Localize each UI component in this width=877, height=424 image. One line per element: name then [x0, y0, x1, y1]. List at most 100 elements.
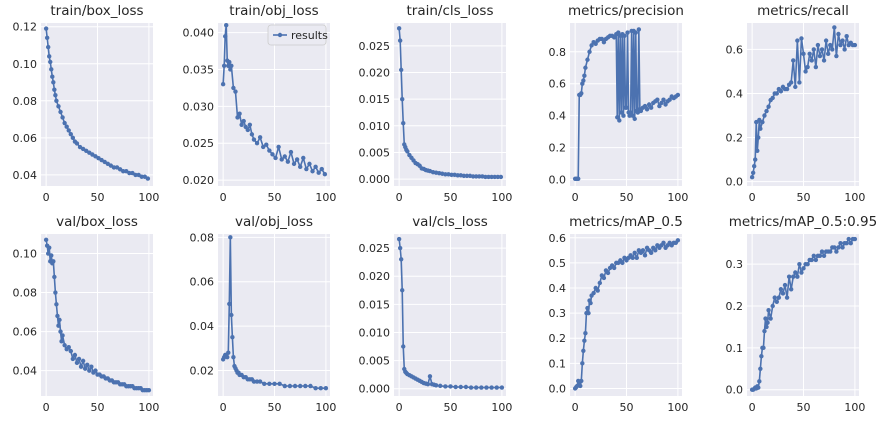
data-point	[640, 248, 646, 253]
y-tick-label: 0.005	[359, 355, 391, 368]
data-point	[646, 102, 652, 107]
y-tick-label: 0.08	[13, 287, 38, 300]
data-point	[757, 379, 762, 384]
data-point	[455, 173, 460, 178]
data-point	[751, 163, 757, 169]
data-point	[72, 352, 78, 358]
y-tick-label: 0.0	[549, 174, 567, 187]
data-point	[66, 345, 71, 350]
y-tick-label: 0.6	[726, 43, 744, 56]
y-tick-label: 0.10	[13, 248, 38, 261]
data-point	[44, 35, 50, 41]
data-point	[318, 386, 323, 391]
data-point	[786, 274, 792, 279]
data-point	[121, 168, 126, 174]
data-point	[76, 356, 82, 362]
data-point	[443, 384, 448, 389]
data-point	[587, 49, 592, 54]
data-point	[62, 120, 67, 126]
data-point	[633, 30, 638, 35]
data-point	[239, 122, 244, 127]
x-tick-label: 100	[138, 401, 159, 414]
x-tick-label: 0	[572, 191, 579, 204]
x-tick-label: 0	[572, 401, 579, 414]
data-point	[801, 266, 806, 271]
data-point	[220, 82, 226, 87]
data-point	[834, 53, 839, 59]
y-tick-label: 0.0	[726, 384, 744, 397]
data-point	[276, 144, 281, 150]
y-tick-label: 0.000	[359, 173, 391, 186]
data-point	[758, 366, 763, 371]
data-point	[277, 381, 282, 386]
x-tick-label: 50	[797, 401, 811, 414]
data-point	[770, 303, 775, 309]
data-point	[750, 170, 756, 175]
data-point	[235, 115, 240, 120]
data-point	[642, 253, 648, 258]
y-tick-label: 0.0	[726, 176, 744, 189]
data-point	[316, 170, 321, 175]
data-point	[270, 152, 275, 157]
data-point	[298, 164, 303, 170]
data-point	[279, 157, 284, 162]
data-point	[226, 350, 231, 355]
y-tick-label: 0.04	[13, 365, 38, 378]
x-tick-label: 50	[620, 401, 634, 414]
y-tick-label: 0.12	[13, 21, 38, 34]
data-point	[765, 320, 770, 325]
data-point	[52, 87, 57, 92]
data-point	[585, 305, 590, 311]
data-point	[844, 241, 849, 246]
x-tick-label: 50	[268, 191, 282, 204]
data-point	[659, 100, 664, 106]
data-point	[784, 86, 790, 92]
data-point	[821, 58, 827, 63]
data-point	[591, 290, 596, 296]
data-point	[301, 155, 306, 161]
data-point	[226, 63, 231, 68]
data-point	[838, 241, 843, 246]
data-point	[579, 378, 584, 384]
x-tick-label: 0	[396, 191, 403, 204]
data-point	[484, 385, 489, 390]
data-point	[127, 170, 132, 176]
data-point	[581, 78, 586, 83]
data-point	[463, 384, 469, 390]
y-tick-label: 0.3	[726, 258, 744, 271]
data-point	[425, 381, 431, 387]
data-point	[807, 51, 812, 57]
data-point	[59, 339, 64, 344]
data-point	[657, 103, 662, 109]
data-point	[774, 299, 779, 305]
data-point	[761, 345, 766, 351]
data-point	[319, 166, 324, 172]
data-point	[396, 26, 402, 31]
y-tick-label: 0.04	[190, 320, 215, 333]
data-point	[597, 280, 602, 286]
chart-title: val/obj_loss	[235, 214, 313, 230]
y-tick-label: 0.025	[359, 242, 391, 255]
data-point	[74, 141, 80, 146]
data-point	[797, 80, 802, 85]
y-tick-label: 0.020	[183, 174, 215, 187]
data-point	[470, 174, 476, 179]
data-point	[675, 238, 681, 243]
data-point	[644, 107, 650, 112]
y-tick-label: 0.015	[359, 93, 391, 106]
x-tick-label: 50	[444, 401, 458, 414]
data-point	[74, 360, 80, 366]
data-point	[579, 91, 584, 96]
data-point	[405, 149, 410, 154]
data-point	[68, 131, 74, 137]
data-point	[298, 383, 303, 389]
y-tick-label: 0.08	[13, 95, 38, 108]
data-point	[766, 307, 771, 313]
data-point	[628, 110, 633, 115]
chart-title: metrics/mAP_0.5	[569, 214, 683, 230]
chart-title: val/cls_loss	[412, 214, 488, 230]
y-tick-label: 0.035	[183, 63, 215, 76]
data-point	[47, 245, 52, 250]
y-tick-label: 0.02	[190, 364, 215, 377]
data-point	[754, 119, 759, 125]
